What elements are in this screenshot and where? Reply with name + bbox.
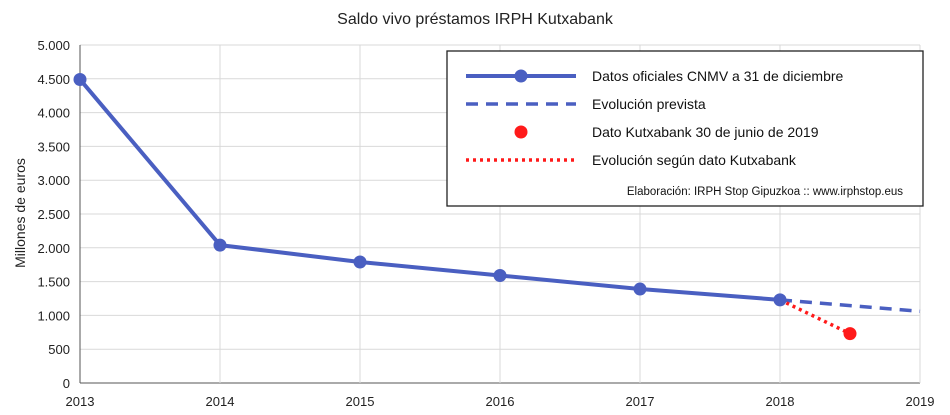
x-tick-label: 2014 (206, 394, 235, 409)
y-tick-label: 4.000 (37, 106, 70, 121)
official-data-point (633, 282, 647, 296)
y-tick-label: 3.000 (37, 173, 70, 188)
legend-marker-official (514, 69, 528, 83)
axes: 0 500 1.000 1.500 2.000 2.500 3.000 3.500 4.000 4… (37, 38, 934, 409)
x-tick-label: 2013 (66, 394, 95, 409)
x-tick-label: 2019 (906, 394, 935, 409)
legend: Datos oficiales CNMV a 31 de diciembre E… (446, 50, 924, 207)
series-official-line (78, 78, 781, 302)
official-data-point (353, 255, 367, 269)
series-layer (73, 72, 921, 341)
x-tick-label: 2015 (346, 394, 375, 409)
official-data-point (73, 72, 87, 86)
y-tick-label: 1.500 (37, 275, 70, 290)
y-axis-label: Millones de euros (12, 158, 28, 268)
y-tick-label: 4.500 (37, 72, 70, 87)
series-forecast-line (779, 298, 921, 314)
official-data-point (213, 238, 227, 252)
series-kutxabank-evolution-line (779, 298, 851, 336)
y-tick-label: 2.500 (37, 207, 70, 222)
official-data-point (493, 269, 507, 283)
legend-label-kutxabank: Dato Kutxabank 30 de junio de 2019 (592, 124, 819, 140)
y-tick-label: 3.500 (37, 139, 70, 154)
y-tick-label: 500 (48, 342, 70, 357)
x-tick-label: 2016 (486, 394, 515, 409)
y-tick-label: 2.000 (37, 241, 70, 256)
legend-label-kutxabank-evolution: Evolución según dato Kutxabank (592, 152, 797, 168)
kutxabank-data-point (843, 327, 857, 341)
legend-marker-kutxabank (514, 125, 528, 139)
legend-label-official: Datos oficiales CNMV a 31 de diciembre (592, 68, 844, 84)
x-tick-label: 2017 (626, 394, 655, 409)
y-tick-label: 5.000 (37, 38, 70, 53)
grid (79, 44, 921, 384)
x-tick-label: 2018 (766, 394, 795, 409)
y-tick-label: 0 (63, 376, 70, 391)
legend-label-forecast: Evolución prevista (592, 96, 706, 112)
y-tick-label: 1.000 (37, 308, 70, 323)
official-data-point (773, 293, 787, 307)
credit-annotation: Elaboración: IRPH Stop Gipuzkoa :: www.i… (627, 186, 903, 198)
chart-title: Saldo vivo préstamos IRPH Kutxabank (337, 11, 614, 28)
